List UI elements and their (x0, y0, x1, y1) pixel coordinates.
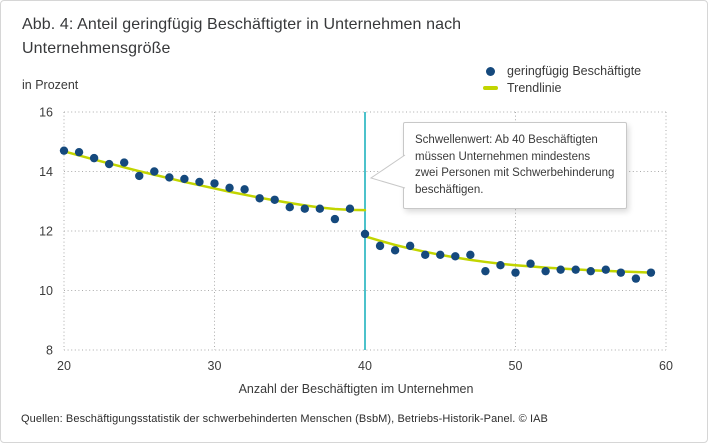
chart-title-line2: Unternehmensgröße (22, 40, 171, 57)
chart-title-line1: Abb. 4: Anteil geringfügig Beschäftigter… (22, 16, 462, 33)
svg-text:30: 30 (208, 359, 222, 373)
source-note: Quellen: Beschäftigungsstatistik der sch… (21, 413, 548, 425)
legend-item-scatter: geringfügig Beschäftigte (482, 64, 641, 78)
svg-text:16: 16 (39, 106, 53, 120)
scatter-dot-icon (482, 66, 498, 76)
svg-text:14: 14 (39, 165, 53, 179)
legend-label-scatter: geringfügig Beschäftigte (507, 64, 642, 78)
svg-text:12: 12 (39, 225, 53, 239)
svg-text:8: 8 (46, 344, 53, 358)
threshold-callout-text: Schwellenwert: Ab 40 Beschäftigten müsse… (415, 134, 615, 197)
x-axis-title: Anzahl der Beschäftigten im Unternehmen (238, 382, 474, 396)
svg-text:60: 60 (659, 359, 673, 373)
legend: geringfügig Beschäftigte Trendlinie (482, 64, 641, 95)
trendline-icon (482, 86, 498, 90)
chart-unit-label: in Prozent (22, 78, 79, 92)
callout-pointer-icon (369, 154, 406, 189)
threshold-callout: Schwellenwert: Ab 40 Beschäftigten müsse… (369, 122, 627, 209)
svg-text:10: 10 (39, 284, 53, 298)
svg-text:50: 50 (509, 359, 523, 373)
chart-title: Abb. 4: Anteil geringfügig Beschäftigter… (22, 13, 492, 61)
legend-label-trend: Trendlinie (507, 81, 562, 95)
svg-text:20: 20 (57, 359, 71, 373)
legend-item-trend: Trendlinie (482, 81, 641, 95)
svg-text:40: 40 (358, 359, 372, 373)
